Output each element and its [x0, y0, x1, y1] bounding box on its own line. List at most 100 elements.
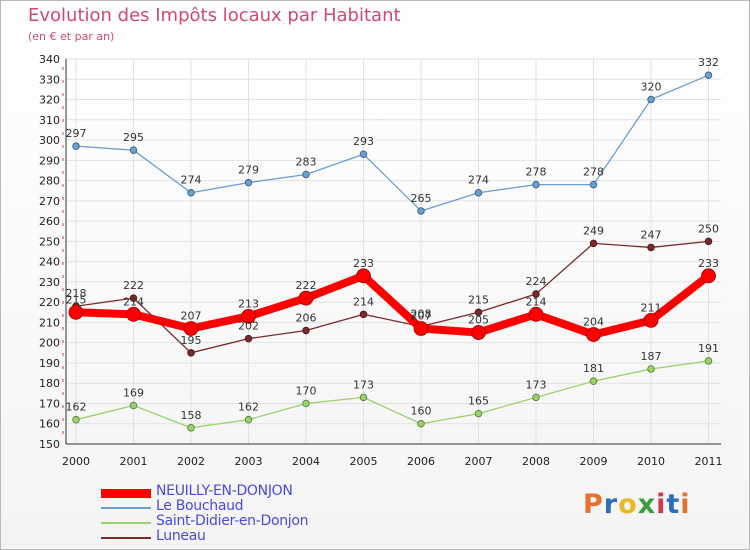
- logo-letter: P: [583, 489, 604, 520]
- data-label: 187: [641, 350, 662, 363]
- data-label: 211: [641, 301, 662, 314]
- data-label: 274: [181, 174, 202, 187]
- y-tick-label: 300: [39, 134, 60, 147]
- x-tick-label: 2004: [292, 455, 320, 468]
- data-label: 265: [411, 192, 432, 205]
- data-point: [528, 306, 544, 322]
- series-layer: [68, 71, 716, 432]
- data-label: 222: [123, 279, 144, 292]
- data-point: [589, 239, 598, 248]
- data-point: [244, 415, 253, 424]
- data-label: 320: [641, 81, 662, 94]
- data-label: 224: [526, 275, 547, 288]
- data-label: 274: [468, 174, 489, 187]
- y-tick-label: 330: [39, 73, 60, 86]
- data-point: [302, 170, 310, 179]
- data-label: 169: [123, 387, 144, 400]
- data-label: 173: [526, 378, 547, 391]
- data-point: [417, 207, 425, 215]
- x-tick-label: 2011: [695, 455, 723, 468]
- data-point: [701, 268, 716, 284]
- data-label: 207: [181, 310, 202, 323]
- y-tick-label: 160: [39, 418, 60, 431]
- data-point: [471, 325, 486, 340]
- y-tick-label: 240: [39, 256, 60, 269]
- series-line: [75, 74, 710, 212]
- y-tick-label: 200: [39, 337, 60, 350]
- x-tick-label: 2010: [637, 455, 665, 468]
- legend-swatch: [101, 488, 151, 498]
- legend-label: Le Bouchaud: [156, 498, 244, 514]
- y-tick-label: 310: [39, 114, 60, 127]
- data-point: [647, 243, 655, 252]
- data-point: [704, 71, 713, 79]
- x-tick-label: 2006: [407, 455, 435, 468]
- data-label: 181: [583, 362, 604, 375]
- legend-item: Saint-Didier-en-Donjon: [101, 513, 401, 531]
- data-point: [647, 95, 655, 104]
- y-tick-label: 170: [39, 397, 60, 410]
- data-label: 233: [353, 257, 374, 270]
- data-point: [244, 334, 253, 343]
- logo-letter: i: [656, 489, 667, 520]
- legend-item: Le Bouchaud: [101, 498, 401, 516]
- data-label: 191: [698, 342, 719, 355]
- y-tick-label: 190: [39, 357, 60, 370]
- logo-letter: r: [603, 489, 619, 520]
- data-point: [643, 312, 659, 328]
- data-label: 249: [583, 224, 604, 237]
- y-tick-label: 280: [39, 175, 60, 188]
- legend-swatch: [101, 507, 151, 509]
- legend-label: NEUILLY-EN-DONJON: [156, 483, 293, 499]
- data-label: 165: [468, 395, 489, 408]
- data-point: [359, 393, 368, 402]
- data-label: 295: [123, 131, 144, 144]
- data-point: [129, 294, 138, 302]
- data-label: 215: [66, 293, 87, 306]
- data-label: 214: [123, 295, 144, 308]
- y-tick-label: 180: [39, 377, 60, 390]
- data-label: 195: [181, 334, 202, 347]
- data-label: 278: [583, 166, 604, 179]
- data-point: [72, 142, 80, 150]
- legend-item: NEUILLY-EN-DONJON: [101, 483, 401, 501]
- y-tick-label: 210: [39, 316, 60, 329]
- data-label: 214: [526, 295, 547, 308]
- data-point: [72, 415, 80, 424]
- data-label: 204: [583, 316, 604, 329]
- proxiti-logo: Proxiti: [583, 489, 691, 520]
- logo-letter: x: [637, 489, 657, 520]
- series-neuilly-en-donjon: [68, 268, 716, 342]
- data-point: [187, 188, 195, 197]
- axes: 150 160 170 180 190 200 210 220 230 240 250 260 270 2…: [39, 53, 723, 468]
- data-point: [589, 180, 598, 189]
- series-line: [75, 360, 710, 429]
- data-point: [474, 409, 483, 418]
- x-tick-label: 2008: [522, 455, 550, 468]
- chart-subtitle: (en € et par an): [28, 30, 115, 43]
- data-label: 279: [238, 164, 259, 177]
- legend-swatch: [101, 522, 151, 524]
- data-label: 208: [411, 307, 432, 320]
- x-tick-label: 2003: [235, 455, 263, 468]
- y-tick-label: 220: [39, 296, 60, 309]
- data-point: [589, 377, 598, 385]
- y-tick-label: 230: [39, 276, 60, 289]
- data-point: [413, 321, 429, 336]
- data-point: [474, 308, 483, 317]
- data-point: [126, 306, 141, 322]
- grid: [66, 58, 721, 445]
- data-point: [532, 180, 540, 189]
- y-tick-label: 260: [39, 215, 60, 228]
- data-point: [302, 326, 310, 335]
- legend-label: Luneau: [156, 528, 206, 544]
- data-label: 215: [468, 293, 489, 306]
- x-tick-label: 2007: [465, 455, 493, 468]
- data-point: [302, 399, 310, 408]
- y-tick-label: 150: [39, 438, 60, 451]
- data-label: 162: [238, 401, 259, 414]
- data-label: 214: [353, 295, 374, 308]
- data-label: 297: [66, 127, 87, 140]
- data-label: 233: [698, 257, 719, 270]
- logo-letter: o: [618, 489, 638, 520]
